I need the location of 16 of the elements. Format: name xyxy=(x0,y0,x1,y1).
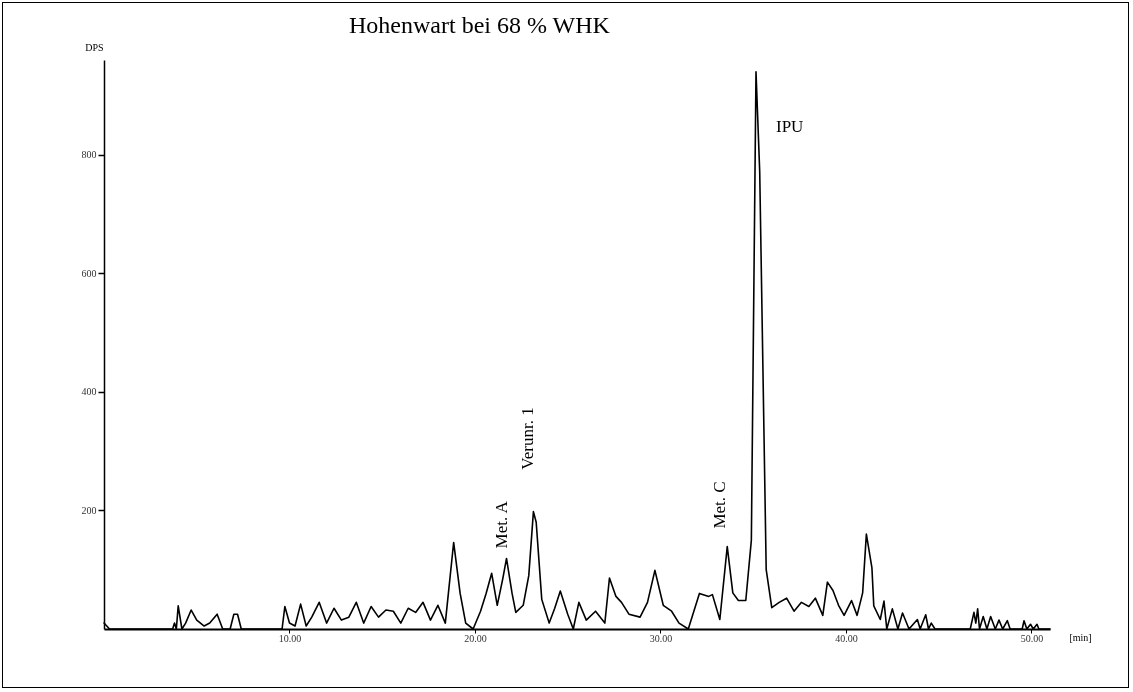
x-tick-label: 20.00 xyxy=(464,632,487,644)
y-tick-label: 200 xyxy=(81,504,97,516)
y-tick-label: 600 xyxy=(81,267,97,279)
y-tick-label: 400 xyxy=(81,386,97,398)
annotation: Verunr. 1 xyxy=(518,407,538,470)
x-axis-title: [min] xyxy=(1069,631,1092,643)
annotation: Met. C xyxy=(710,481,730,529)
annotation: IPU xyxy=(776,116,804,136)
x-tick-label: 50.00 xyxy=(1020,632,1044,644)
chart-title: Hohenwart bei 68 % WHK xyxy=(349,12,611,38)
x-tick-label: 40.00 xyxy=(835,632,858,644)
x-tick-label: 30.00 xyxy=(649,632,673,644)
y-tick-label: 800 xyxy=(81,149,97,161)
annotation: Met. A xyxy=(491,500,511,549)
y-axis-title: DPS xyxy=(85,41,104,53)
x-tick-label: 10.00 xyxy=(278,632,302,644)
